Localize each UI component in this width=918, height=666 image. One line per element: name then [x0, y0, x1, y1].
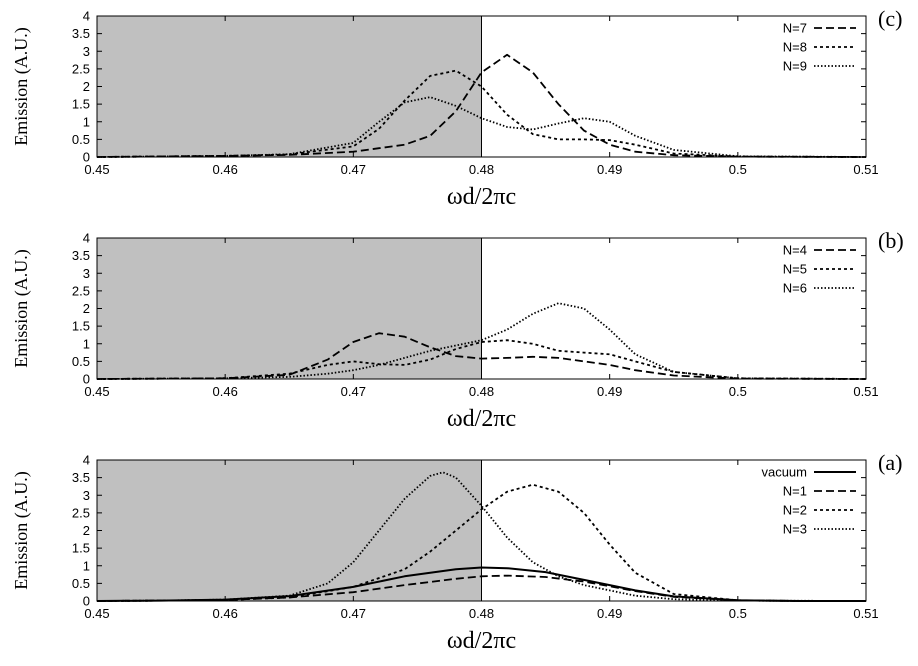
shaded-region [97, 460, 482, 601]
x-tick-label: 0.48 [469, 162, 494, 177]
y-axis-label: Emission (A.U.) [11, 249, 32, 368]
x-tick-label: 0.5 [729, 606, 747, 621]
legend-label: N=7 [783, 21, 807, 36]
x-tick-label: 0.49 [597, 162, 622, 177]
legend-label: N=8 [783, 40, 807, 55]
y-tick-label: 2.5 [72, 283, 90, 298]
x-axis-label: ωd/2πc [447, 184, 516, 210]
y-tick-label: 1 [83, 558, 90, 573]
y-tick-label: 2.5 [72, 505, 90, 520]
y-tick-label: 2 [83, 79, 90, 94]
y-tick-label: 3.5 [72, 470, 90, 485]
x-tick-label: 0.45 [84, 384, 109, 399]
x-tick-label: 0.5 [729, 384, 747, 399]
panel-label: (c) [878, 6, 902, 31]
legend-label: N=2 [783, 503, 807, 518]
x-tick-label: 0.46 [213, 162, 238, 177]
y-tick-label: 1 [83, 336, 90, 351]
legend-label: N=9 [783, 59, 807, 74]
x-tick-label: 0.5 [729, 162, 747, 177]
x-tick-label: 0.51 [853, 606, 878, 621]
series-line-n3 [96, 471, 867, 602]
panel-label: (b) [878, 228, 904, 253]
x-tick-label: 0.51 [853, 162, 878, 177]
legend-label: N=3 [783, 522, 807, 537]
x-axis-label: ωd/2πc [447, 628, 516, 654]
x-tick-label: 0.47 [341, 606, 366, 621]
x-tick-label: 0.47 [341, 384, 366, 399]
legend-label: N=4 [783, 243, 807, 258]
legend-label: N=6 [783, 281, 807, 296]
series-line-n7 [96, 53, 867, 158]
x-tick-label: 0.45 [84, 606, 109, 621]
legend-label: N=1 [783, 484, 807, 499]
panel-a: 0.45 0.46 0.47 0.48 0.49 0.5 0.5100.511.522.53… [11, 450, 902, 654]
y-tick-label: 1 [83, 114, 90, 129]
y-tick-label: 4 [83, 9, 90, 24]
panel-label: (a) [878, 450, 902, 475]
x-tick-label: 0.45 [84, 162, 109, 177]
y-tick-label: 1.5 [72, 541, 90, 556]
y-axis-label: Emission (A.U.) [11, 471, 32, 590]
x-tick-label: 0.47 [341, 162, 366, 177]
y-tick-label: 0.5 [72, 354, 90, 369]
x-tick-label: 0.49 [597, 384, 622, 399]
panel-c: 0.45 0.46 0.47 0.48 0.49 0.5 0.5100.511.522.53… [11, 6, 902, 210]
y-tick-label: 3.5 [72, 26, 90, 41]
y-tick-label: 0.5 [72, 576, 90, 591]
panel-b: 0.45 0.46 0.47 0.48 0.49 0.5 0.5100.511.522.53… [11, 228, 904, 432]
legend-label: vacuum [761, 465, 807, 480]
x-axis-label: ωd/2πc [447, 406, 516, 432]
shaded-region [97, 16, 482, 157]
legend-label: N=5 [783, 262, 807, 277]
y-tick-label: 0.5 [72, 132, 90, 147]
y-tick-label: 2 [83, 301, 90, 316]
y-tick-label: 1.5 [72, 319, 90, 334]
plot-frame [96, 459, 867, 602]
x-tick-label: 0.46 [213, 384, 238, 399]
y-tick-label: 3 [83, 488, 90, 503]
plot-frame [96, 237, 867, 380]
x-tick-label: 0.48 [469, 384, 494, 399]
x-tick-label: 0.49 [597, 606, 622, 621]
series-line-n2 [96, 483, 866, 602]
y-tick-label: 3 [83, 44, 90, 59]
x-tick-label: 0.51 [853, 384, 878, 399]
x-tick-label: 0.48 [469, 606, 494, 621]
y-tick-label: 0 [83, 372, 90, 387]
plot-frame [96, 15, 867, 158]
y-tick-label: 1.5 [72, 97, 90, 112]
series-line-n9 [96, 96, 867, 158]
y-tick-label: 0 [83, 594, 90, 609]
y-tick-label: 2.5 [72, 61, 90, 76]
y-tick-label: 2 [83, 523, 90, 538]
y-tick-label: 4 [83, 453, 90, 468]
series-line-n4 [96, 332, 867, 380]
y-axis-label: Emission (A.U.) [11, 27, 32, 146]
y-tick-label: 3 [83, 266, 90, 281]
series-line-n8 [96, 69, 867, 158]
x-tick-label: 0.46 [213, 606, 238, 621]
y-tick-label: 3.5 [72, 248, 90, 263]
y-tick-label: 4 [83, 231, 90, 246]
y-tick-label: 0 [83, 150, 90, 165]
shaded-region [97, 238, 482, 379]
